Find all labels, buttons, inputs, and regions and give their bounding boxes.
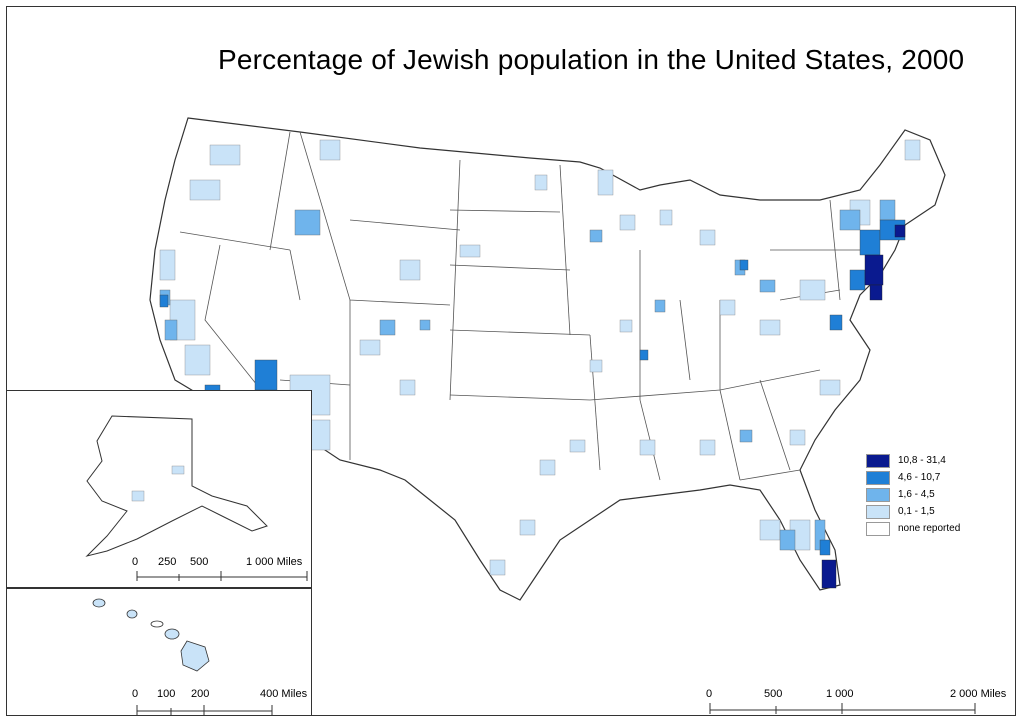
hawaii-island-oahu [126, 609, 138, 619]
main-scale-label-3: 2 000 Miles [950, 688, 1007, 700]
map-title: Percentage of Jewish population in the U… [218, 44, 965, 75]
alaska-outline [85, 415, 268, 557]
legend-item: 0,1 - 1,5 [866, 503, 960, 520]
legend-label: 4,6 - 10,7 [898, 472, 941, 483]
hawaii-scale-label-2: 200 [191, 688, 210, 700]
legend-label: 1,6 - 4,5 [898, 489, 935, 500]
legend-swatch [866, 453, 890, 468]
alaska-map [85, 415, 308, 581]
alaska-scale-label-3: 1 000 Miles [246, 556, 303, 568]
hawaii-map [92, 598, 273, 715]
legend-label: none reported [898, 523, 961, 534]
hawaii-inset [6, 588, 312, 716]
hawaii-island-maui [164, 628, 180, 640]
alaska-scale-label-1: 250 [158, 556, 177, 568]
main-scale-label-2: 1 000 [826, 688, 854, 700]
legend-swatch [866, 487, 890, 502]
legend-item: none reported [866, 520, 960, 537]
hawaii-island-kauai [92, 598, 106, 608]
legend-label: 10,8 - 31,4 [898, 455, 946, 466]
legend-item: 1,6 - 4,5 [866, 486, 960, 503]
hawaii-scale-label-1: 100 [157, 688, 176, 700]
alaska-inset [6, 390, 312, 588]
legend-swatch [866, 470, 890, 485]
hawaii-island-molokai [150, 620, 164, 628]
legend-swatch [866, 521, 890, 536]
alaska-scale-label-2: 500 [190, 556, 209, 568]
map-frame [6, 6, 1016, 716]
counties-level-4 [821, 224, 906, 589]
hawaii-island-big [180, 640, 210, 672]
alaska-scale-label-0: 0 [132, 556, 139, 568]
hawaii-scale-label-3: 400 Miles [260, 688, 308, 700]
legend-label: 0,1 - 1,5 [898, 506, 935, 517]
main-scale-label-0: 0 [706, 688, 713, 700]
main-scale-bar [709, 703, 976, 714]
legend-item: 4,6 - 10,7 [866, 469, 960, 486]
legend-item: 10,8 - 31,4 [866, 452, 960, 469]
legend-swatch [866, 504, 890, 519]
main-scale-label-1: 500 [764, 688, 783, 700]
legend: 10,8 - 31,4 4,6 - 10,7 1,6 - 4,5 0,1 - 1,5 n… [866, 452, 960, 537]
hawaii-scale-label-0: 0 [132, 688, 139, 700]
